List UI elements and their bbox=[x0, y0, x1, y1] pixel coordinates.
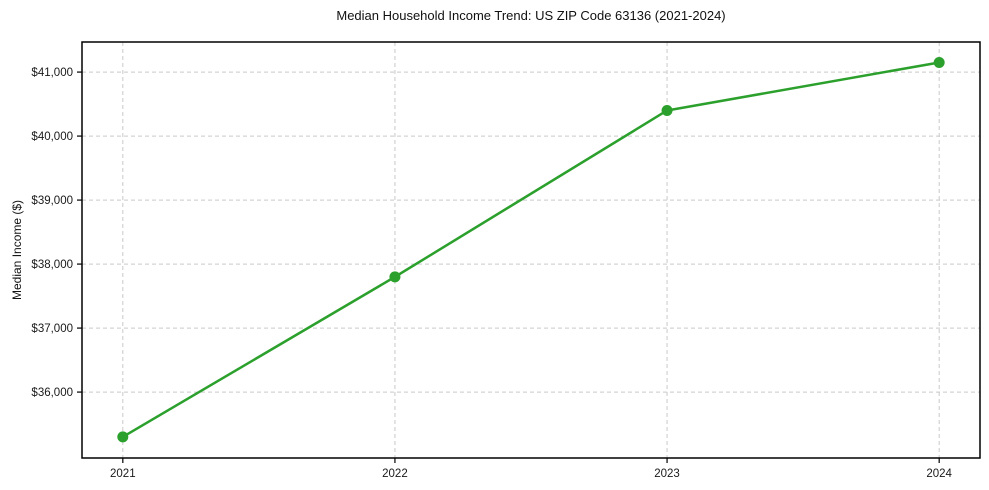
x-tick-label: 2022 bbox=[382, 468, 408, 480]
y-tick-label: $37,000 bbox=[31, 323, 73, 335]
data-point bbox=[933, 56, 945, 68]
y-axis-label: Median Income ($) bbox=[10, 199, 24, 300]
y-tick-label: $38,000 bbox=[31, 259, 73, 271]
x-tick-label: 2023 bbox=[654, 468, 680, 480]
x-tick-label: 2021 bbox=[110, 468, 136, 480]
x-tick-label: 2024 bbox=[926, 468, 952, 480]
trend-line bbox=[121, 61, 941, 439]
y-tick-label: $36,000 bbox=[31, 387, 73, 399]
y-tick-label: $40,000 bbox=[31, 131, 73, 143]
plot-border bbox=[81, 41, 981, 459]
y-tick-label: $41,000 bbox=[31, 67, 73, 79]
data-point bbox=[117, 431, 129, 443]
data-point bbox=[389, 271, 401, 283]
chart-title: Median Household Income Trend: US ZIP Co… bbox=[336, 8, 726, 23]
data-point bbox=[661, 104, 673, 116]
y-tick-label: $39,000 bbox=[31, 195, 73, 207]
